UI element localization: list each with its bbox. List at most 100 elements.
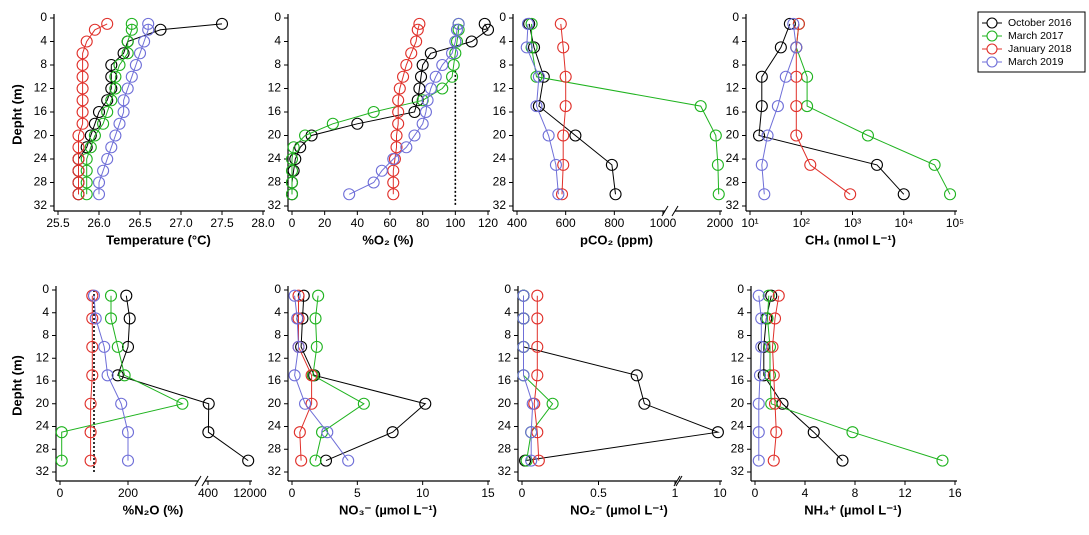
profile-marker xyxy=(105,82,118,95)
profile-marker xyxy=(419,397,432,410)
profile-marker xyxy=(342,454,355,467)
y-tick-label: 12 xyxy=(498,350,512,364)
profile-marker xyxy=(761,129,774,142)
profile-line xyxy=(93,295,129,461)
profile-marker xyxy=(310,340,323,353)
profile-marker xyxy=(367,105,380,119)
profile-marker xyxy=(101,105,114,119)
axis-break xyxy=(671,205,679,217)
legend-label: January 2018 xyxy=(1008,43,1072,55)
profile-marker xyxy=(897,188,910,201)
y-tick-label: 32 xyxy=(493,198,507,212)
profile-marker xyxy=(413,17,426,30)
profile-marker xyxy=(326,117,339,130)
profile-marker xyxy=(312,289,325,302)
profile-line xyxy=(523,295,534,461)
profile-line xyxy=(291,23,460,195)
profile-marker xyxy=(421,94,434,107)
y-tick-label: 20 xyxy=(268,396,282,410)
y-tick-label: 32 xyxy=(498,464,512,478)
profile-marker xyxy=(392,94,405,107)
profile-marker xyxy=(436,58,449,72)
profile-marker xyxy=(752,454,765,467)
profile-marker xyxy=(84,426,97,439)
profile-marker xyxy=(392,117,405,130)
profile-marker xyxy=(531,312,544,325)
x-tick-label: 28.0 xyxy=(251,216,275,230)
y-tick-label: 16 xyxy=(493,104,507,118)
profile-marker xyxy=(84,454,97,467)
profile-marker xyxy=(943,188,957,201)
profile-marker xyxy=(105,141,118,154)
profile-marker xyxy=(109,129,122,142)
profile-marker xyxy=(530,100,543,113)
profile-marker xyxy=(416,58,429,72)
profile-marker xyxy=(87,289,101,302)
profile-marker xyxy=(133,47,147,60)
profile-marker xyxy=(55,426,68,439)
legend-marker xyxy=(986,43,998,55)
profile-marker xyxy=(517,312,530,325)
profile-line xyxy=(533,295,540,461)
x-tick-label: 25.5 xyxy=(46,216,70,230)
profile-marker xyxy=(293,426,306,439)
profile-marker xyxy=(569,129,582,142)
profile-marker xyxy=(521,17,535,30)
profile-line xyxy=(298,295,313,461)
profile-marker xyxy=(767,369,780,382)
profile-marker xyxy=(526,397,539,410)
profile-marker xyxy=(424,82,437,95)
axis-break xyxy=(194,475,202,487)
profile-marker xyxy=(288,289,301,302)
x-tick-label: 400 xyxy=(198,486,218,500)
profile-marker xyxy=(772,289,785,302)
profile-marker xyxy=(113,117,126,130)
profile-marker xyxy=(88,129,101,142)
profile-marker xyxy=(446,70,459,83)
profile-marker xyxy=(559,70,572,83)
profile-marker xyxy=(761,312,774,325)
profile-marker xyxy=(694,100,707,113)
profile-marker xyxy=(804,158,817,171)
profile-marker xyxy=(752,397,765,410)
x-tick-label: 1000 xyxy=(650,216,677,230)
x-tick-label: 600 xyxy=(556,216,576,230)
profile-line xyxy=(90,295,93,461)
y-tick-label: 8 xyxy=(732,57,739,71)
x-axis-label: Temperature (°C) xyxy=(106,232,211,247)
y-tick-label: 12 xyxy=(726,81,740,95)
profile-marker xyxy=(72,176,85,189)
profile-marker xyxy=(517,369,530,382)
profile-line xyxy=(761,23,797,195)
profile-marker xyxy=(120,289,133,302)
y-tick-label: 20 xyxy=(268,128,282,142)
profile-marker xyxy=(755,70,768,83)
profile-marker xyxy=(80,152,93,166)
profile-marker xyxy=(531,340,544,353)
profile-marker xyxy=(400,58,413,72)
profile-marker xyxy=(111,340,124,353)
profile-marker xyxy=(755,100,768,113)
x-tick-label: 2000 xyxy=(707,216,734,230)
profile-marker xyxy=(109,82,122,95)
y-tick-label: 32 xyxy=(731,464,745,478)
y-tick-label: 0 xyxy=(40,10,47,24)
profile-marker xyxy=(202,426,215,439)
profile-marker xyxy=(305,397,318,410)
profile-marker xyxy=(449,47,462,60)
profile-marker xyxy=(792,17,805,30)
y-tick-label: 4 xyxy=(274,305,281,319)
profile-marker xyxy=(836,454,849,467)
profile-marker xyxy=(288,369,301,382)
profile-line xyxy=(117,295,249,462)
profile-marker xyxy=(105,94,118,107)
profile-marker xyxy=(285,152,299,166)
y-tick-label: 28 xyxy=(268,441,282,455)
profile-marker xyxy=(287,141,300,154)
profile-marker xyxy=(390,141,403,154)
profile-marker xyxy=(387,152,400,166)
profile-marker xyxy=(609,188,622,201)
profile-marker xyxy=(72,164,85,177)
profile-marker xyxy=(542,129,555,142)
legend-label: March 2019 xyxy=(1008,56,1064,68)
